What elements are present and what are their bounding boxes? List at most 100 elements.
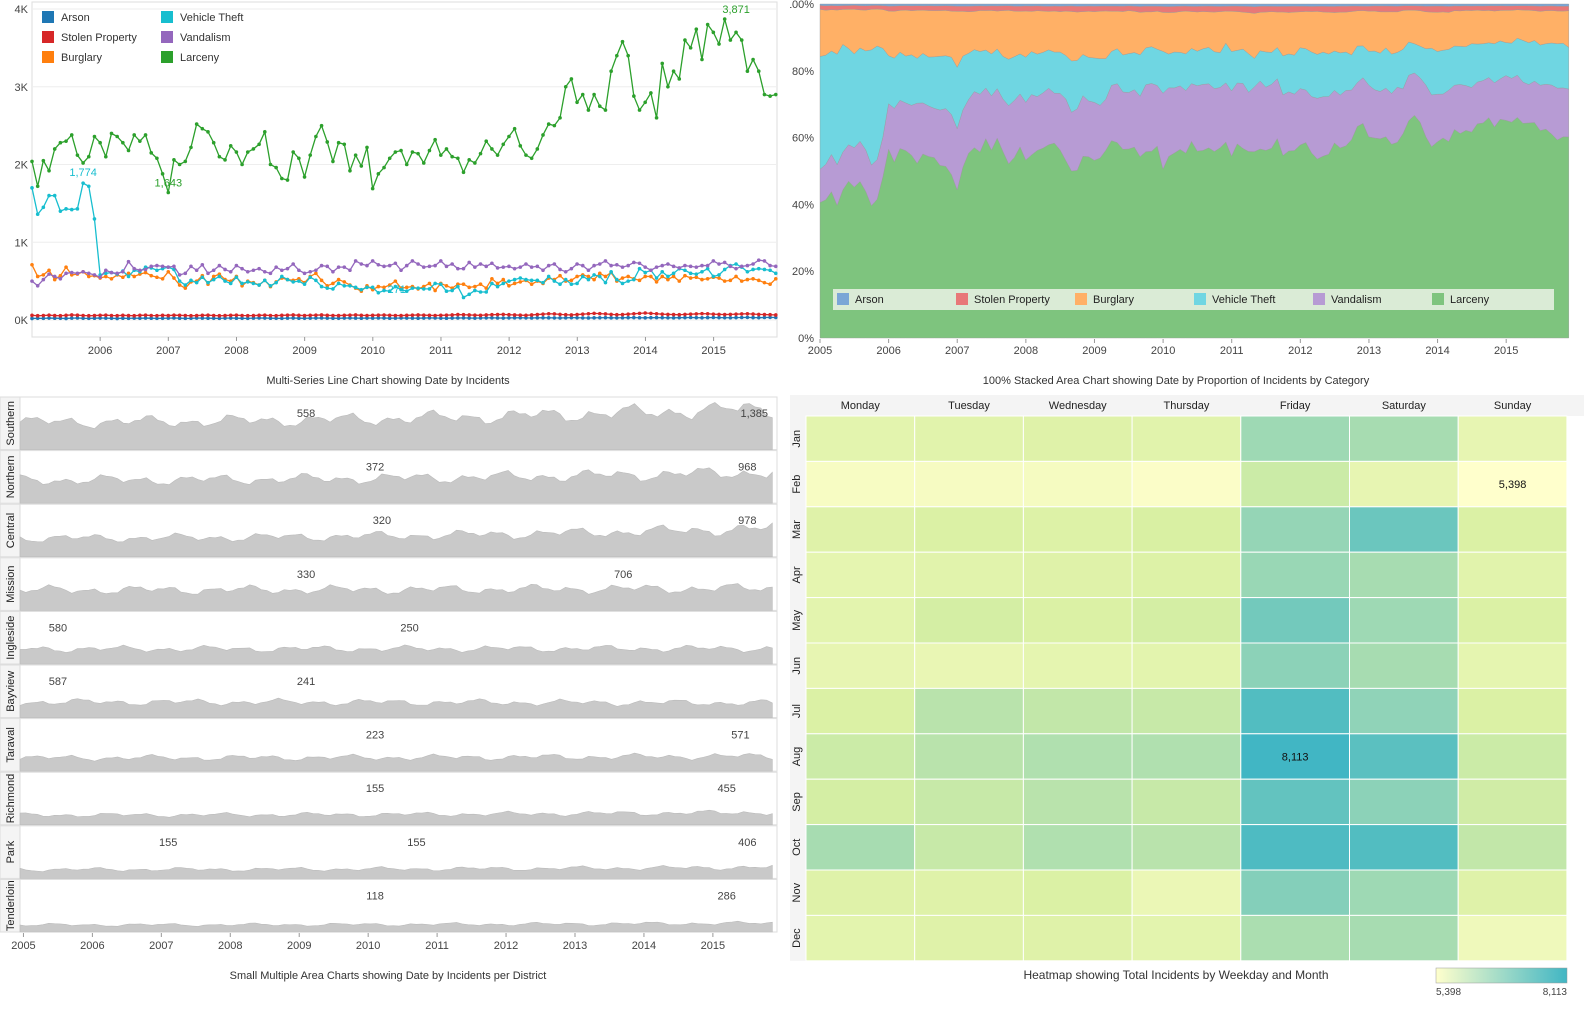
data-point-vehicle_theft xyxy=(518,276,523,280)
row-header: Oct xyxy=(791,839,803,856)
data-point-vehicle_theft xyxy=(467,292,471,297)
data-point-stolen_property xyxy=(751,312,755,316)
data-point-vandalism xyxy=(643,265,648,269)
small-multiples-chart: Southern 558 1,385 Northern 372 968 Central 320… xyxy=(0,396,778,982)
data-point-arson xyxy=(143,316,148,320)
data-point-vandalism xyxy=(563,269,568,274)
data-point-larceny xyxy=(200,126,205,131)
data-point-vehicle_theft xyxy=(194,280,199,285)
data-point-larceny xyxy=(473,161,477,165)
data-point-arson xyxy=(353,316,358,320)
data-point-larceny xyxy=(251,147,256,151)
x-tick-label: 2008 xyxy=(224,345,248,357)
data-point-arson xyxy=(274,316,278,321)
legend-label: Burglary xyxy=(1093,294,1134,306)
data-point-stolen_property xyxy=(86,313,91,318)
data-point-vandalism xyxy=(671,264,676,269)
data-point-vandalism xyxy=(649,268,653,273)
data-point-arson xyxy=(467,316,471,320)
data-point-vandalism xyxy=(666,262,670,266)
data-point-arson xyxy=(314,316,318,320)
data-point-stolen_property xyxy=(467,313,471,317)
data-point-stolen_property xyxy=(478,313,483,318)
data-point-larceny xyxy=(717,42,721,46)
data-point-larceny xyxy=(285,178,290,182)
data-point-vandalism xyxy=(569,266,574,271)
data-point-stolen_property xyxy=(138,313,142,318)
heatmap-cell xyxy=(1457,869,1568,916)
x-tick-label: 2007 xyxy=(156,345,180,357)
data-point-vandalism xyxy=(677,266,682,270)
data-point-burglary xyxy=(671,274,676,279)
data-point-burglary xyxy=(86,274,91,279)
data-point-stolen_property xyxy=(728,312,733,317)
data-point-vandalism xyxy=(280,268,284,273)
data-point-vandalism xyxy=(490,261,494,266)
data-point-vandalism xyxy=(507,264,511,269)
data-point-stolen_property xyxy=(683,312,687,317)
data-point-vandalism xyxy=(285,266,290,271)
data-point-vehicle_theft xyxy=(297,279,301,283)
data-point-burglary xyxy=(52,277,57,282)
data-point-stolen_property xyxy=(223,313,227,318)
data-point-vehicle_theft xyxy=(456,284,460,289)
data-point-vehicle_theft xyxy=(495,284,500,289)
data-point-burglary xyxy=(620,276,625,280)
data-point-larceny xyxy=(546,122,551,126)
data-point-vehicle_theft xyxy=(734,262,738,266)
heatmap-cell xyxy=(805,642,916,689)
heatmap-cell xyxy=(1457,415,1568,462)
district-label: Park xyxy=(5,840,17,863)
x-tick-label: 2010 xyxy=(1151,345,1175,357)
data-point-burglary xyxy=(149,273,154,278)
legend-swatch-stolen_property xyxy=(42,31,54,43)
data-point-arson xyxy=(541,315,545,320)
data-point-burglary xyxy=(626,274,630,279)
data-point-stolen_property xyxy=(427,313,432,318)
data-point-arson xyxy=(86,316,91,321)
data-point-vandalism xyxy=(427,264,432,269)
data-point-larceny xyxy=(478,151,483,156)
data-point-arson xyxy=(257,316,261,320)
data-point-burglary xyxy=(336,277,341,282)
data-point-larceny xyxy=(166,190,171,195)
data-point-larceny xyxy=(314,134,318,139)
data-point-burglary xyxy=(183,286,188,290)
heatmap-cell xyxy=(1457,824,1568,871)
data-point-stolen_property xyxy=(228,313,233,318)
data-point-larceny xyxy=(69,133,74,137)
data-label: 3,871 xyxy=(722,4,750,16)
data-point-vandalism xyxy=(257,266,261,271)
data-point-arson xyxy=(507,316,511,320)
data-point-vehicle_theft xyxy=(688,271,693,276)
data-point-vehicle_theft xyxy=(52,193,57,198)
data-point-stolen_property xyxy=(365,313,369,318)
heatmap-cell xyxy=(1131,869,1242,916)
district-label: Richmond xyxy=(5,774,17,824)
data-point-larceny xyxy=(632,94,636,98)
legend-swatch-stolen_property xyxy=(956,293,968,305)
data-point-arson xyxy=(319,316,324,320)
data-point-stolen_property xyxy=(518,313,523,317)
data-point-stolen_property xyxy=(632,311,636,316)
data-point-vandalism xyxy=(399,268,403,273)
x-tick-label: 2011 xyxy=(429,345,453,357)
data-point-larceny xyxy=(569,77,574,81)
data-point-larceny xyxy=(535,147,540,151)
data-point-vehicle_theft xyxy=(705,266,710,271)
data-point-arson xyxy=(291,316,295,320)
data-point-stolen_property xyxy=(382,313,386,317)
data-point-vehicle_theft xyxy=(370,285,375,290)
data-point-vandalism xyxy=(126,259,131,264)
heatmap-cell xyxy=(1131,914,1242,962)
data-point-vandalism xyxy=(762,259,767,263)
data-point-larceny xyxy=(416,151,420,156)
heatmap-cell xyxy=(1022,415,1133,462)
data-point-arson xyxy=(677,315,682,320)
data-point-vandalism xyxy=(359,262,364,266)
data-point-stolen_property xyxy=(35,313,40,318)
row-header: Feb xyxy=(791,475,803,494)
data-point-vandalism xyxy=(143,267,148,272)
data-point-stolen_property xyxy=(575,312,579,317)
data-point-vandalism xyxy=(393,261,398,266)
